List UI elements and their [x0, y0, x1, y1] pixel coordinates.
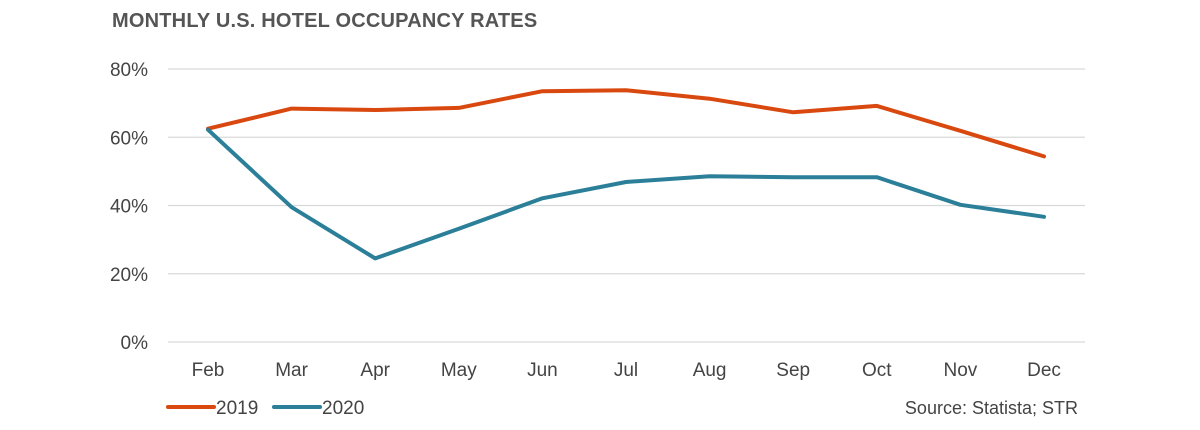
y-axis-ticks: 0% 20% 40% 60% 80% — [110, 60, 148, 354]
x-tick-label: Aug — [693, 360, 727, 381]
series-line-2020 — [206, 127, 1046, 261]
y-tick-label: 40% — [110, 197, 148, 218]
data-point-2019 — [1042, 154, 1046, 158]
data-point-2019 — [875, 104, 879, 108]
series-lines — [206, 88, 1046, 261]
x-tick-label: Apr — [360, 360, 390, 381]
data-point-2020 — [624, 180, 628, 184]
data-point-2019 — [373, 108, 377, 112]
data-point-2019 — [457, 106, 461, 110]
data-point-2020 — [206, 128, 210, 132]
legend: 2019 2020 — [166, 398, 364, 419]
x-tick-label: Oct — [862, 360, 892, 381]
x-tick-label: Jul — [614, 360, 638, 381]
data-point-2020 — [875, 175, 879, 179]
data-point-2020 — [1042, 215, 1046, 219]
data-point-2019 — [290, 106, 294, 111]
x-tick-label: May — [441, 360, 477, 381]
legend-label-2020: 2020 — [322, 398, 364, 419]
data-point-2020 — [457, 227, 461, 231]
series-line-2019 — [206, 88, 1046, 159]
gridlines — [168, 68, 1085, 343]
data-point-2020 — [958, 203, 963, 207]
x-tick-label: Dec — [1027, 360, 1061, 381]
data-point-2019 — [708, 97, 712, 101]
data-point-2019 — [791, 110, 795, 114]
data-point-2019 — [958, 129, 963, 133]
source-note: Source: Statista; STR — [904, 398, 1078, 418]
x-tick-label: Feb — [192, 360, 225, 381]
data-point-2020 — [290, 205, 294, 209]
chart-title: MONTHLY U.S. HOTEL OCCUPANCY RATES — [112, 10, 538, 32]
x-tick-label: Sep — [776, 360, 810, 381]
data-point-2020 — [540, 196, 545, 200]
data-point-2019 — [540, 89, 545, 93]
y-tick-label: 20% — [110, 265, 148, 286]
y-tick-label: 80% — [110, 60, 148, 81]
data-point-2019 — [624, 88, 628, 92]
x-tick-label: Jun — [527, 360, 558, 381]
legend-label-2019: 2019 — [216, 398, 258, 419]
y-tick-label: 0% — [121, 333, 149, 354]
y-tick-label: 60% — [110, 128, 148, 149]
x-tick-label: Mar — [275, 360, 308, 381]
data-point-2020 — [791, 175, 795, 179]
x-axis-ticks: Feb Mar Apr May Jun Jul Aug Sep Oct Nov Dec — [192, 360, 1061, 381]
x-tick-label: Nov — [944, 360, 978, 381]
data-point-2020 — [373, 256, 377, 260]
data-point-2020 — [708, 174, 712, 178]
